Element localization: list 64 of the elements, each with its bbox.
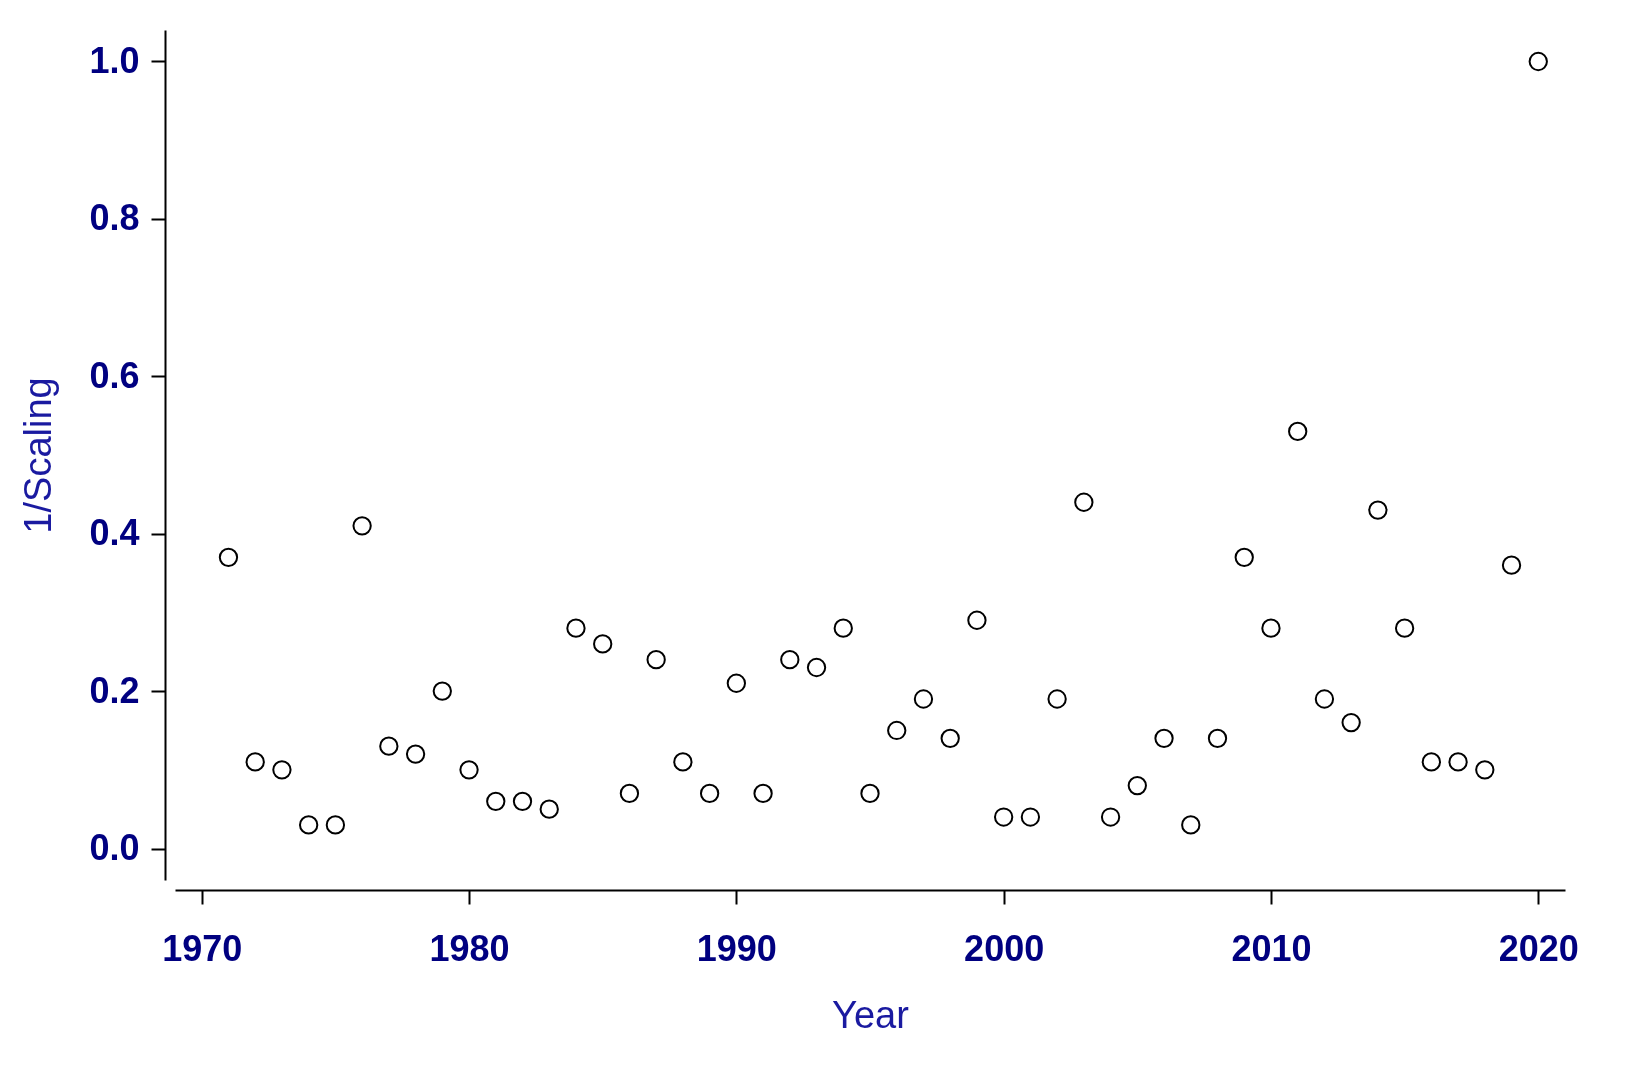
point (1181, 815, 1201, 835)
point (512, 791, 533, 811)
point (673, 752, 693, 772)
x-tick-label: 1970 (162, 927, 243, 969)
y-axis-title: 1/Scaling (17, 377, 60, 534)
point (1020, 807, 1041, 827)
point (298, 815, 319, 835)
point (860, 783, 880, 804)
point (699, 783, 720, 804)
point (1528, 51, 1548, 72)
point (1047, 689, 1067, 709)
point (432, 681, 452, 701)
point (619, 783, 640, 804)
point (1234, 547, 1254, 567)
point (753, 783, 773, 804)
point (1394, 618, 1415, 638)
point (325, 815, 346, 835)
point (1368, 500, 1388, 520)
point (1314, 689, 1335, 709)
point (1100, 807, 1121, 827)
point (218, 547, 239, 567)
point (539, 799, 559, 819)
point (967, 610, 987, 630)
point (833, 618, 853, 638)
point (1475, 760, 1495, 780)
y-tick-label: 0.0 (89, 827, 140, 869)
point (1421, 752, 1442, 772)
point (1501, 555, 1522, 575)
point (486, 791, 506, 811)
x-tick-label: 2000 (964, 927, 1045, 969)
point (245, 752, 265, 772)
point (593, 634, 613, 654)
x-tick-label: 1990 (696, 927, 777, 969)
point (1127, 775, 1147, 796)
point (405, 744, 426, 764)
y-tick-label: 1.0 (89, 39, 140, 81)
point (1261, 618, 1281, 638)
point (806, 657, 827, 678)
point (1207, 728, 1228, 748)
point (566, 618, 586, 638)
point (379, 736, 399, 756)
x-tick-label: 1980 (429, 927, 510, 969)
point (780, 649, 800, 670)
y-tick-label: 0.4 (89, 512, 140, 554)
point (1288, 421, 1308, 442)
y-tick-label: 0.8 (89, 197, 140, 239)
point (352, 516, 372, 536)
point (1074, 492, 1094, 512)
y-tick-label: 0.2 (89, 669, 140, 711)
point (887, 720, 907, 741)
point (646, 649, 666, 670)
x-tick-label: 2010 (1231, 927, 1312, 969)
point (1341, 712, 1361, 733)
point (1448, 752, 1468, 772)
point (913, 689, 934, 709)
point (726, 673, 747, 693)
x-axis-title: Year (832, 993, 910, 1036)
point (940, 728, 960, 748)
y-tick-label: 0.6 (89, 354, 140, 396)
point (272, 760, 292, 780)
point (459, 760, 479, 780)
point (993, 807, 1014, 827)
x-tick-label: 2020 (1498, 927, 1579, 969)
point (1154, 728, 1174, 748)
